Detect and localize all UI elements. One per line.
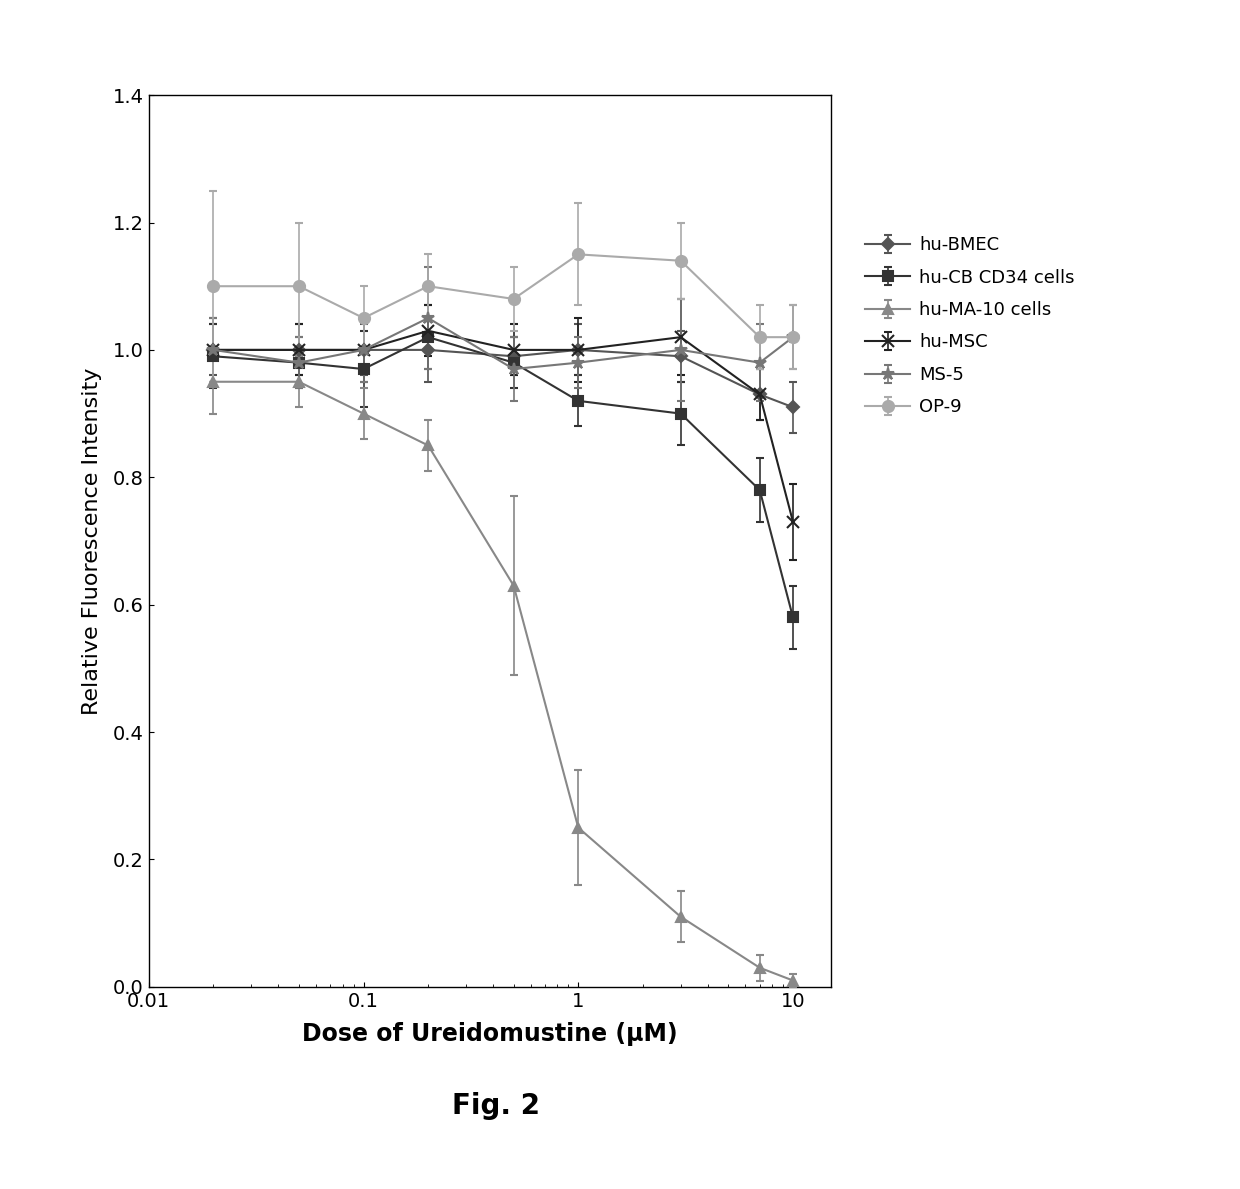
Y-axis label: Relative Fluorescence Intensity: Relative Fluorescence Intensity [82, 367, 102, 715]
Text: Fig. 2: Fig. 2 [453, 1092, 539, 1120]
X-axis label: Dose of Ureidomustine (μM): Dose of Ureidomustine (μM) [303, 1021, 677, 1046]
Legend: hu-BMEC, hu-CB CD34 cells, hu-MA-10 cells, hu-MSC, MS-5, OP-9: hu-BMEC, hu-CB CD34 cells, hu-MA-10 cell… [858, 229, 1083, 423]
